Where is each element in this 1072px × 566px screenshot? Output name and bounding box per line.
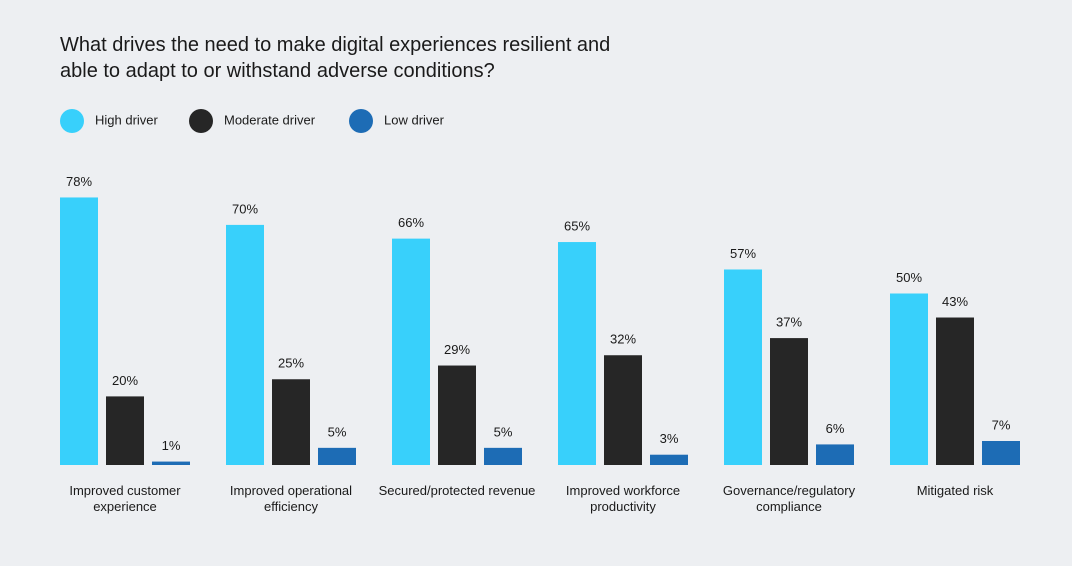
legend-swatch [349,109,373,133]
value-label: 25% [278,356,304,371]
bar [60,197,98,465]
bar [152,461,190,465]
x-tick-label: Improved customer experience [69,483,181,514]
legend-label: Low driver [384,112,445,127]
bar [650,454,688,465]
value-label: 3% [660,431,679,446]
legend-label: Moderate driver [224,112,316,127]
chart-title: What drives the need to make digital exp… [60,34,611,82]
bar [936,317,974,465]
value-label: 6% [826,421,845,436]
x-tick-label: Improved operational efficiency [229,483,353,514]
bar [724,269,762,465]
value-label: 43% [942,294,968,309]
value-label: 5% [494,424,513,439]
legend-label: High driver [95,112,159,127]
bar [438,365,476,465]
bar [558,242,596,465]
value-label: 1% [162,438,181,453]
value-label: 5% [328,424,347,439]
bar [816,444,854,465]
value-label: 65% [564,218,590,233]
value-label: 70% [232,201,258,216]
value-label: 66% [398,215,424,230]
value-label: 50% [896,270,922,285]
x-tick-label: Mitigated risk [916,483,994,498]
bar [392,238,430,465]
value-label: 20% [112,373,138,388]
value-label: 32% [610,332,636,347]
bar [982,440,1020,465]
bar [890,293,928,465]
bar [604,355,642,465]
value-label: 7% [992,417,1011,432]
value-label: 78% [66,174,92,189]
x-tick-label: Governance/regulatory compliance [722,483,856,514]
x-tick-label: Improved workforce productivity [565,483,681,514]
bar [484,447,522,465]
legend-swatch [189,109,213,133]
value-label: 29% [444,342,470,357]
value-label: 37% [776,315,802,330]
bar [226,224,264,465]
legend-swatch [60,109,84,133]
bar [272,379,310,465]
bar [106,396,144,465]
x-tick-label: Secured/protected revenue [378,483,536,498]
bar [318,447,356,465]
value-label: 57% [730,246,756,261]
bar [770,338,808,465]
